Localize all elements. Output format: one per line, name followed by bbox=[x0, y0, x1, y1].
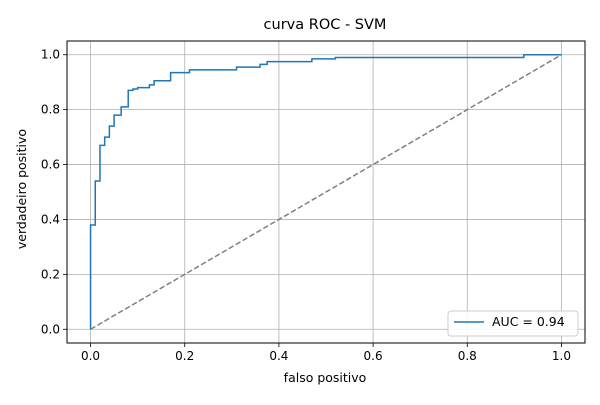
roc-curve-line bbox=[89, 53, 562, 330]
y-tick-label: 0.8 bbox=[41, 103, 60, 117]
x-tick-label: 1.0 bbox=[552, 349, 571, 363]
legend: AUC = 0.94 bbox=[447, 310, 579, 337]
y-tick-label: 1.0 bbox=[41, 48, 60, 62]
legend-box bbox=[447, 310, 579, 337]
chart-title: curva ROC - SVM bbox=[264, 17, 387, 33]
x-tick-label: 0.0 bbox=[81, 349, 100, 363]
y-tick-label: 0.4 bbox=[41, 212, 60, 226]
legend-label: AUC = 0.94 bbox=[492, 314, 565, 329]
y-axis-label: verdadeiro positivo bbox=[14, 129, 29, 249]
series-layer bbox=[89, 53, 562, 330]
x-tick-label: 0.4 bbox=[269, 349, 288, 363]
y-tick-label: 0.0 bbox=[41, 322, 60, 336]
y-tick-label: 0.2 bbox=[41, 267, 60, 281]
ticks: 0.0 0.2 0.4 0.6 0.8 1.0 0.0 0.2 0.4 0.6 0.8 1.0 bbox=[41, 48, 571, 363]
grid bbox=[67, 41, 585, 343]
x-tick-label: 0.2 bbox=[175, 349, 194, 363]
plot-area-frame bbox=[66, 40, 586, 344]
x-tick-label: 0.6 bbox=[364, 349, 383, 363]
y-tick-label: 0.6 bbox=[41, 158, 60, 172]
x-axis-label: falso positivo bbox=[284, 370, 367, 385]
x-tick-label: 0.8 bbox=[458, 349, 477, 363]
chance-diagonal-line bbox=[90, 54, 562, 330]
